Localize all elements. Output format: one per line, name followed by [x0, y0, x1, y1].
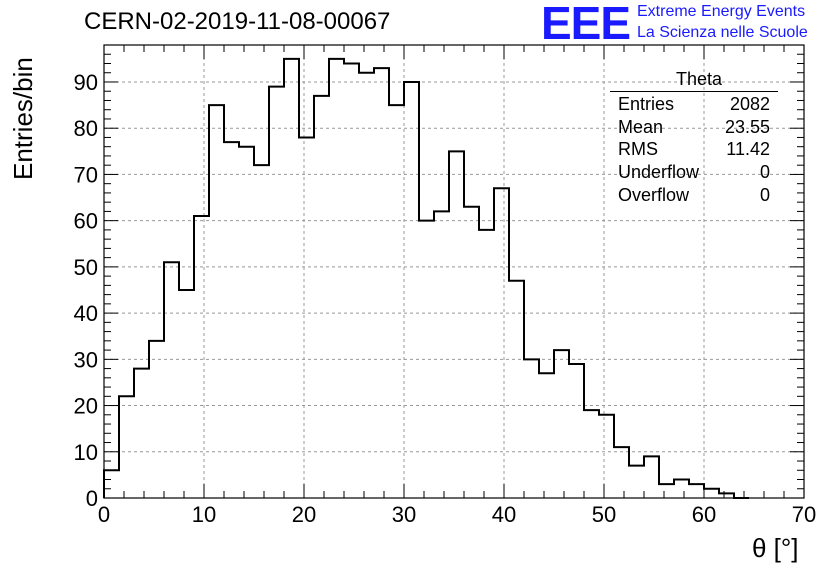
stats-row-mean: Mean 23.55	[610, 117, 778, 140]
y-tick-label: 30	[74, 347, 98, 372]
y-tick-label: 90	[74, 70, 98, 95]
y-tick-label: 50	[74, 255, 98, 280]
stats-row-overflow: Overflow 0	[610, 185, 778, 208]
stats-row-entries: Entries 2082	[610, 94, 778, 117]
y-tick-label: 20	[74, 394, 98, 419]
stats-value: 2082	[729, 94, 770, 114]
x-tick-label: 10	[192, 502, 216, 527]
x-tick-label: 0	[98, 502, 110, 527]
stats-title: Theta	[675, 69, 723, 89]
histogram-line	[103, 57, 749, 499]
stats-label: RMS	[618, 139, 658, 160]
run-title: CERN-02-2019-11-08-00067	[84, 8, 391, 35]
stats-row-underflow: Underflow 0	[610, 162, 778, 185]
x-tick-label: 40	[492, 502, 516, 527]
y-tick-label: 10	[74, 440, 98, 465]
stats-label: Entries	[618, 94, 675, 114]
stats-label: Mean	[618, 116, 664, 137]
y-tick-label: 70	[74, 162, 98, 187]
stats-row-rms: RMS 11.42	[610, 139, 778, 162]
stats-value: 11.42	[726, 139, 770, 160]
stats-label: Underflow	[618, 162, 700, 183]
y-tick-label: 40	[74, 301, 98, 326]
y-axis-label: Entries/bin	[8, 57, 38, 180]
x-tick-label: 70	[792, 502, 816, 527]
plot-frame	[103, 44, 805, 499]
stats-value: 0	[759, 162, 770, 183]
y-tick-label: 0	[86, 486, 98, 511]
stats-box: Theta Entries 2082 Mean 23.55 RMS 11.42 …	[610, 69, 778, 207]
stats-value: 0	[759, 184, 770, 205]
x-tick-label: 20	[292, 502, 316, 527]
y-tick-label: 80	[74, 116, 98, 141]
logo-line-2: La Scienza nelle Scuole	[637, 24, 808, 41]
logo-line-1: Extreme Energy Events	[637, 3, 806, 20]
y-tick-label: 60	[74, 209, 98, 234]
stats-value: 23.55	[724, 116, 770, 137]
x-tick-label: 30	[392, 502, 416, 527]
x-axis-label: θ [°]	[752, 533, 799, 563]
stats-divider	[610, 91, 778, 92]
eee-logo: EEE	[541, 0, 631, 49]
x-tick-label: 60	[692, 502, 716, 527]
x-tick-label: 50	[592, 502, 616, 527]
stats-label: Overflow	[618, 184, 690, 205]
